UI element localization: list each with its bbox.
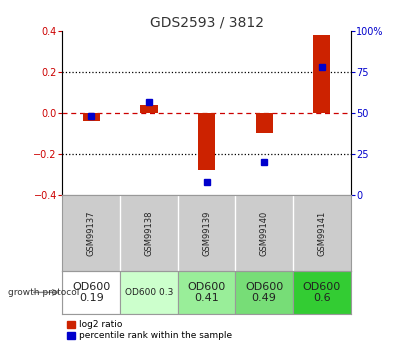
Bar [198, 113, 215, 170]
Text: GSM99140: GSM99140 [260, 210, 269, 256]
Text: growth protocol: growth protocol [8, 288, 79, 297]
Text: GSM99137: GSM99137 [87, 210, 96, 256]
Text: OD600
0.49: OD600 0.49 [245, 282, 283, 303]
Text: OD600
0.19: OD600 0.19 [72, 282, 110, 303]
Bar [120, 271, 178, 314]
Bar [293, 271, 351, 314]
Title: GDS2593 / 3812: GDS2593 / 3812 [150, 16, 264, 30]
Legend: log2 ratio, percentile rank within the sample: log2 ratio, percentile rank within the s… [67, 320, 232, 341]
Text: OD600 0.3: OD600 0.3 [125, 288, 173, 297]
Text: GSM99139: GSM99139 [202, 210, 211, 256]
Bar [83, 113, 100, 121]
Bar [313, 35, 330, 113]
Bar [235, 271, 293, 314]
Text: OD600
0.41: OD600 0.41 [187, 282, 226, 303]
Bar [178, 271, 235, 314]
Bar [62, 271, 120, 314]
Text: OD600
0.6: OD600 0.6 [303, 282, 341, 303]
Text: GSM99138: GSM99138 [144, 210, 154, 256]
Text: GSM99141: GSM99141 [317, 210, 326, 256]
Bar [256, 113, 273, 134]
Bar [140, 105, 158, 113]
